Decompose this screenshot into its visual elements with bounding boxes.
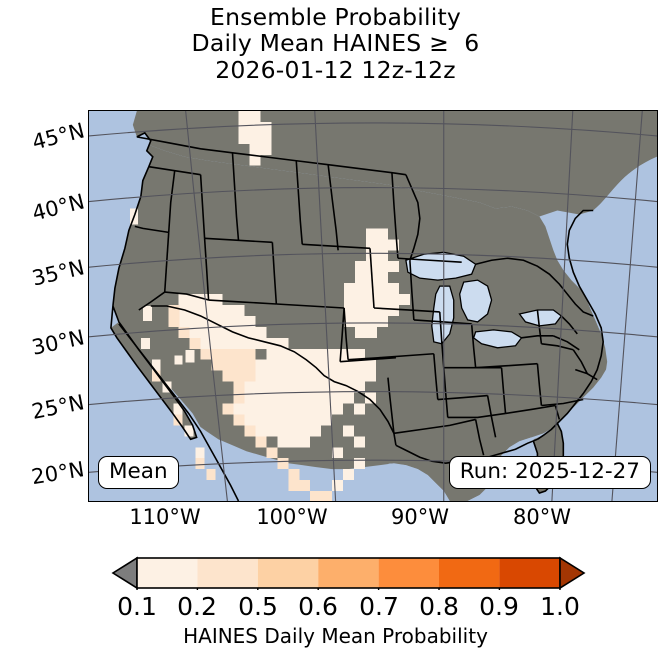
colorbar-tick-6: 0.9 [479,592,519,621]
probability-field [129,111,410,501]
colorbar-tick-5: 0.8 [419,592,459,621]
lat-tick-35n: 35°N [29,255,87,291]
colorbar: 0.1 0.2 0.5 0.6 0.7 0.8 0.9 1.0 HAINES D… [0,556,671,658]
lat-tick-30n: 30°N [29,325,87,360]
lon-tick-100w: 100°W [256,505,328,529]
map-graphic [89,111,657,501]
colorbar-tick-7: 1.0 [540,592,580,621]
colorbar-tick-3: 0.6 [298,592,338,621]
colorbar-tick-labels: 0.1 0.2 0.5 0.6 0.7 0.8 0.9 1.0 [0,592,671,622]
title-line-2: Daily Mean HAINES ≥ 6 [191,29,480,58]
member-label-box: Mean [98,456,179,490]
colorbar-under-arrow [111,556,138,590]
lon-tick-80w: 80°W [513,505,571,529]
lon-tick-90w: 90°W [391,505,449,529]
lat-tick-20n: 20°N [29,457,86,490]
colorbar-tick-marks [136,588,561,590]
colorbar-tick-1: 0.2 [177,592,217,621]
title-line-3: 2026-01-12 12z-12z [215,55,456,84]
title-line-1: Ensemble Probability [210,3,461,31]
colorbar-graphic [111,556,586,590]
run-label-box: Run: 2025-12-27 [448,456,651,490]
lat-tick-40n: 40°N [29,189,87,226]
colorbar-tick-2: 0.5 [238,592,278,621]
political-borders [110,131,604,501]
colorbar-axis-label: HAINES Daily Mean Probability [183,624,488,648]
colorbar-over-arrow [559,556,586,590]
lat-tick-25n: 25°N [29,390,87,424]
chart-title: Ensemble Probability Daily Mean HAINES ≥… [0,4,671,83]
colorbar-tick-4: 0.7 [359,592,399,621]
map-canvas[interactable] [88,110,658,502]
colorbar-segments [136,557,561,589]
colorbar-tick-0: 0.1 [117,592,157,621]
lat-tick-45n: 45°N [29,118,87,155]
lon-tick-110w: 110°W [129,505,201,529]
